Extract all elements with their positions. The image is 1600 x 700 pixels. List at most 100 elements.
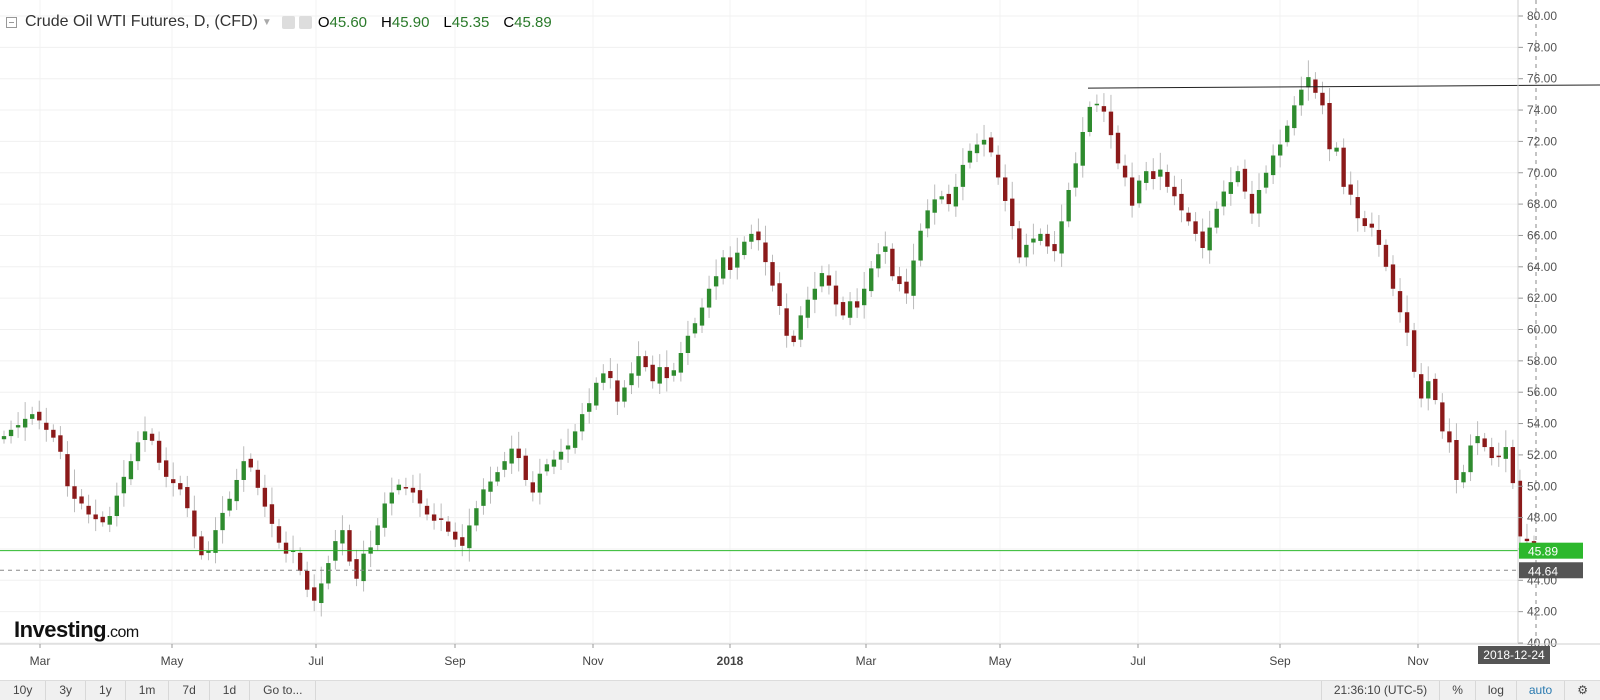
- candle-body: [474, 508, 479, 526]
- auto-toggle[interactable]: auto: [1515, 681, 1564, 700]
- overlays: [0, 0, 1600, 643]
- candle-body: [1115, 132, 1121, 164]
- candle-body: [869, 268, 874, 292]
- candle-body: [904, 281, 909, 294]
- candle-body: [636, 356, 641, 376]
- candle-body: [615, 380, 620, 402]
- candle-body: [1017, 228, 1022, 258]
- candle-body: [135, 442, 141, 462]
- candle-body: [121, 476, 127, 494]
- candle-body: [1249, 193, 1255, 214]
- candle-body: [460, 537, 465, 546]
- crosshair-price-badge: [1519, 562, 1583, 579]
- candle-body: [1320, 92, 1325, 106]
- candle-body: [1186, 212, 1191, 222]
- candle-body: [72, 486, 77, 499]
- candle-body: [79, 496, 84, 504]
- candle-body: [1277, 144, 1283, 156]
- chevron-down-icon[interactable]: ▼: [261, 16, 272, 28]
- price-tick-label: 58.00: [1527, 354, 1557, 368]
- range-10y-button[interactable]: 10y: [0, 681, 47, 700]
- candles: [1, 60, 1537, 617]
- time-axis[interactable]: Mar May Jul Sep Nov 2018 Mar May Jul Sep Nov 2018-1…: [0, 643, 1600, 668]
- gear-icon[interactable]: ⚙: [1564, 681, 1600, 700]
- candle-body: [833, 285, 839, 305]
- candle-body: [1454, 440, 1459, 480]
- candle-body: [1151, 171, 1156, 180]
- candle-body: [565, 445, 571, 450]
- settings-icon[interactable]: [298, 15, 312, 29]
- range-1d-button[interactable]: 1d: [210, 681, 251, 700]
- time-tick-label: Sep: [1269, 654, 1291, 668]
- candle-body: [784, 308, 789, 336]
- candle-body: [608, 371, 613, 379]
- candle-body: [192, 510, 197, 537]
- candle-body: [44, 422, 49, 430]
- candle-body: [572, 431, 578, 448]
- candle-body: [551, 459, 557, 467]
- goto-button[interactable]: Go to...: [250, 681, 317, 700]
- candle-body: [1263, 172, 1269, 188]
- candle-body: [1496, 455, 1501, 458]
- candle-body: [749, 233, 754, 242]
- candle-body: [354, 559, 359, 579]
- candle-body: [530, 482, 535, 493]
- candle-body: [438, 518, 444, 520]
- range-1y-button[interactable]: 1y: [86, 681, 126, 700]
- candle-body: [706, 288, 712, 308]
- collapse-icon[interactable]: [6, 16, 17, 28]
- candle-body: [1383, 244, 1389, 267]
- range-7d-button[interactable]: 7d: [169, 681, 210, 700]
- bottom-toolbar: 10y 3y 1y 1m 7d 1d Go to... 21:36:10 (UT…: [0, 680, 1600, 700]
- candle-body: [248, 458, 253, 468]
- candle-body: [1, 436, 7, 440]
- candle-body: [699, 307, 705, 326]
- ohlc-open: O45.60: [317, 13, 368, 31]
- candle-body: [340, 530, 345, 544]
- candle-body: [1003, 177, 1008, 201]
- candle-body: [523, 455, 528, 480]
- candle-body: [15, 425, 21, 428]
- candle-body: [234, 479, 239, 502]
- candle-body: [1087, 106, 1092, 132]
- time-tick-label: Nov: [582, 654, 603, 668]
- candle-body: [516, 448, 521, 459]
- candle-body: [1129, 177, 1135, 206]
- candle-body: [1193, 221, 1198, 234]
- range-1m-button[interactable]: 1m: [126, 681, 170, 700]
- candle-body: [58, 435, 63, 452]
- candle-body: [1108, 111, 1114, 136]
- candle-body: [854, 301, 860, 308]
- crosshair-date-label: 2018-12-24: [1483, 648, 1545, 662]
- candle-body: [65, 454, 70, 487]
- candle-body: [446, 521, 451, 532]
- price-tick-label: 42.00: [1527, 605, 1557, 619]
- candle-body: [594, 382, 599, 406]
- candle-body: [1285, 125, 1290, 143]
- candle-body: [389, 492, 394, 504]
- log-toggle[interactable]: log: [1474, 681, 1516, 700]
- candle-body: [1468, 445, 1473, 473]
- candle-body: [1341, 147, 1346, 187]
- chart-svg[interactable]: 40.0042.0044.0046.0048.0050.0052.0054.00…: [0, 0, 1600, 680]
- price-axis[interactable]: 40.0042.0044.0046.0048.0050.0052.0054.00…: [1517, 0, 1583, 650]
- candle-body: [1369, 223, 1375, 228]
- candle-body: [1327, 102, 1332, 150]
- percent-toggle[interactable]: %: [1439, 681, 1475, 700]
- candle-body: [227, 498, 232, 511]
- range-3y-button[interactable]: 3y: [46, 681, 87, 700]
- candle-body: [720, 257, 726, 279]
- candle-body: [1031, 238, 1036, 243]
- candle-body: [967, 150, 973, 163]
- price-tick-label: 72.00: [1527, 134, 1557, 148]
- candle-body: [502, 461, 507, 470]
- candle-body: [319, 583, 324, 604]
- candle-body: [1355, 197, 1360, 219]
- candle-body: [1200, 231, 1205, 248]
- candle-body: [171, 479, 176, 484]
- candle-body: [1517, 480, 1523, 537]
- candle-body: [1426, 381, 1431, 399]
- candle-body: [1122, 165, 1128, 178]
- eye-icon[interactable]: [281, 15, 295, 29]
